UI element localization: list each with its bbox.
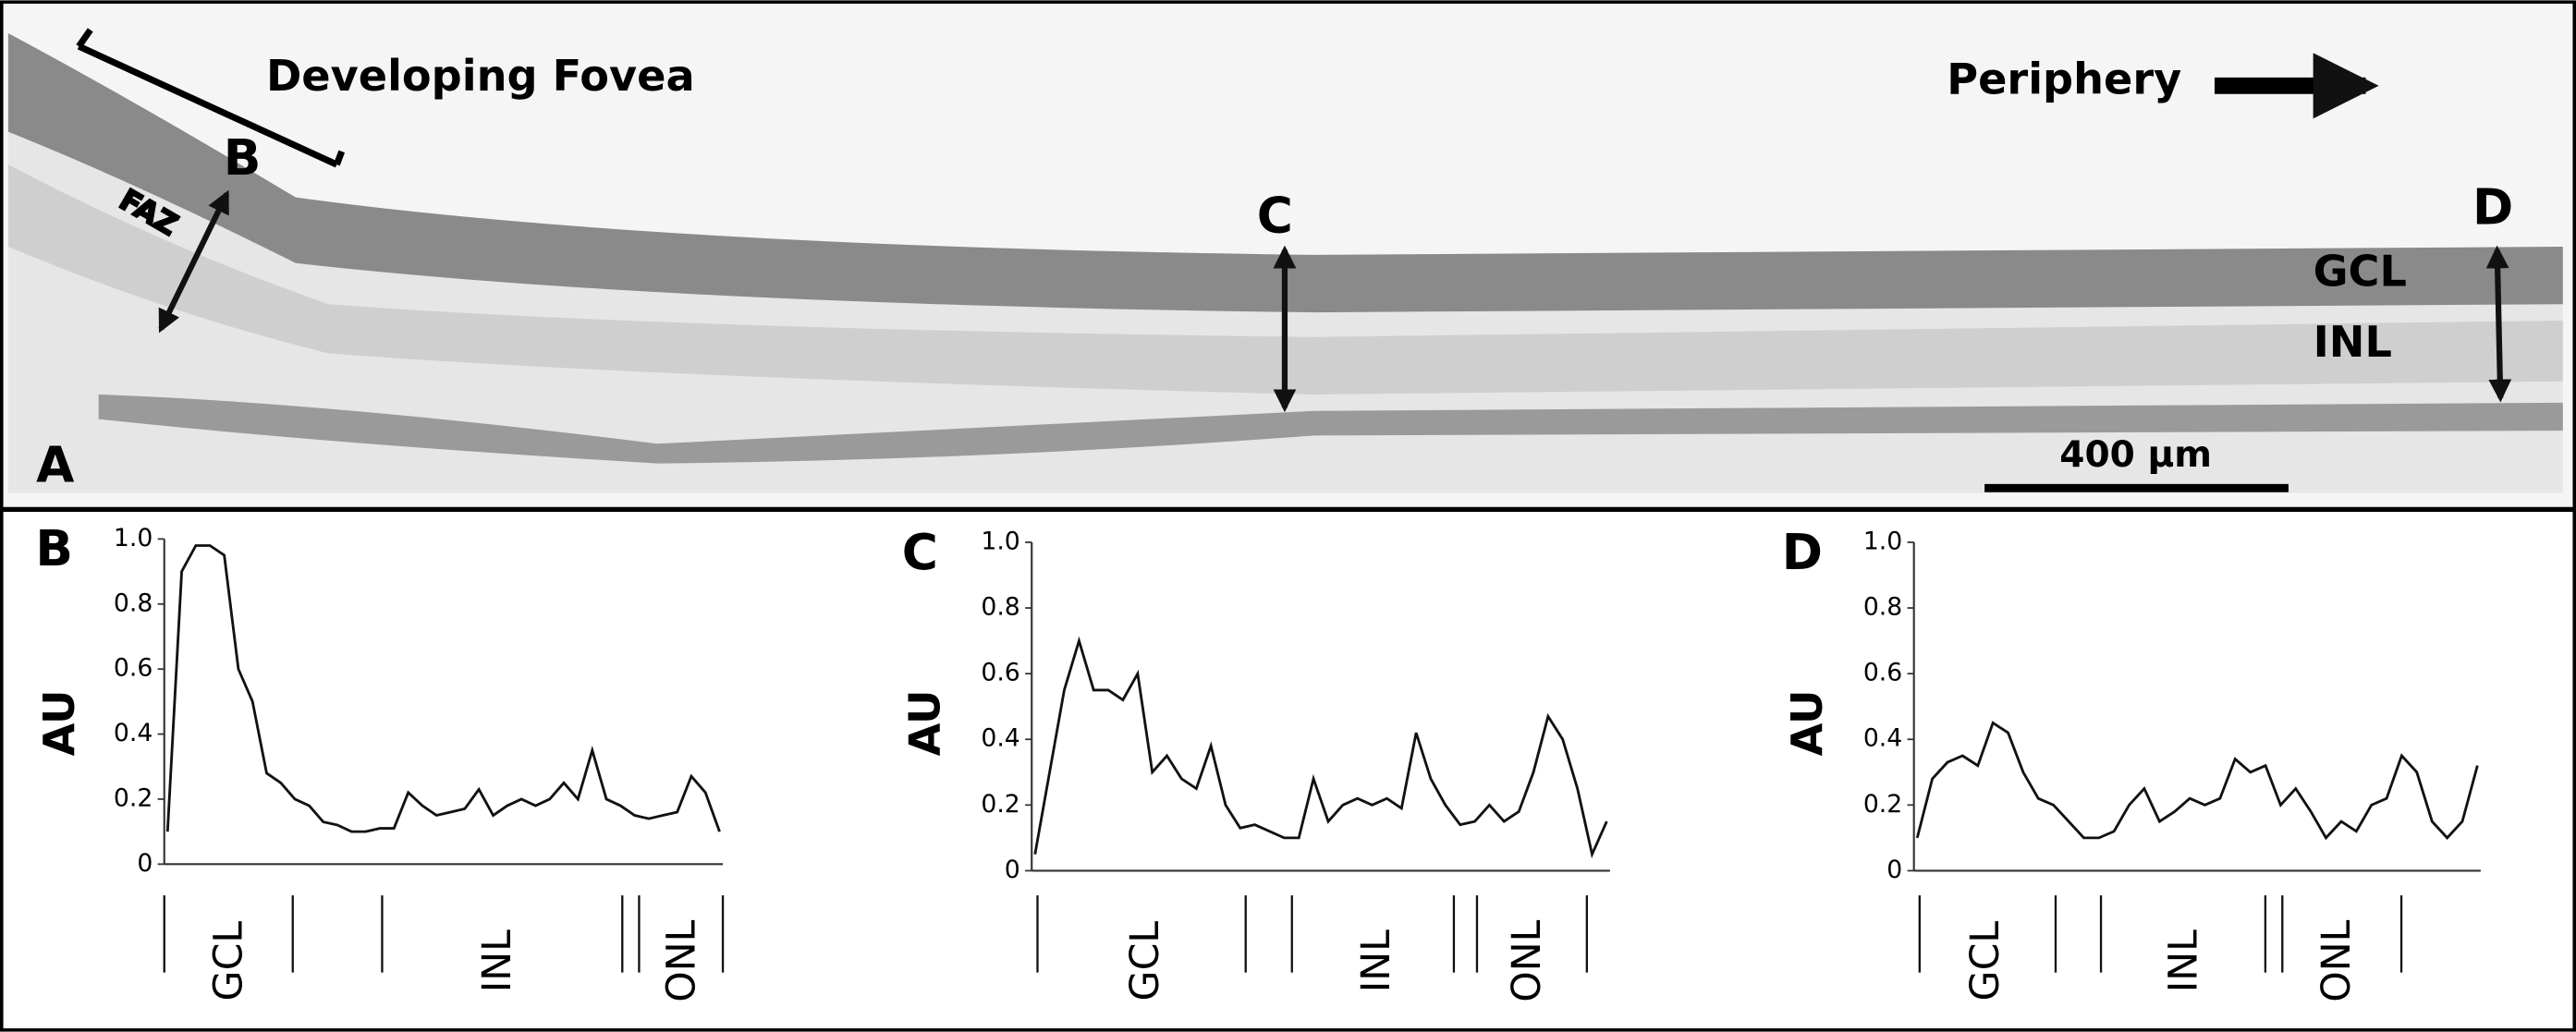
inl-band — [7, 164, 2563, 395]
layer-label: GCL — [1122, 921, 1168, 1002]
layer-label: INL — [2314, 317, 2392, 367]
y-tick-label: 0 — [1005, 856, 1020, 884]
y-tick-label: 0 — [1886, 856, 1902, 884]
data-line — [165, 544, 721, 833]
layer-label: GCL — [2314, 247, 2407, 297]
marker-label: D — [2472, 179, 2513, 237]
marker-label: C — [1257, 187, 1293, 244]
bracket-ends — [76, 28, 346, 166]
panel-label: B — [35, 520, 73, 577]
scale-label: 400 µm — [2059, 434, 2212, 476]
panel-label: A — [36, 437, 74, 494]
y-tick-label: 0.8 — [981, 593, 1019, 622]
layer-label: ONL — [658, 919, 704, 1002]
data-line — [1915, 721, 2479, 841]
title: Developing Fovea — [266, 51, 695, 101]
y-axis-title: AU — [34, 690, 84, 757]
layer-label: INL — [474, 929, 520, 992]
y-tick-label: 1.0 — [981, 527, 1019, 555]
y-tick-label: 0 — [137, 849, 153, 878]
bracket — [77, 42, 338, 168]
y-tick-label: 1.0 — [1863, 527, 1902, 555]
y-tick-label: 1.0 — [114, 524, 153, 552]
layer-label: INL — [2161, 929, 2207, 992]
y-axis-title: AU — [1782, 690, 1832, 757]
panel-label: C — [902, 524, 938, 581]
y-axis-title: AU — [900, 690, 950, 757]
panel-label: D — [1782, 524, 1823, 581]
y-tick-label: 0.6 — [981, 659, 1019, 687]
micrograph: A Developing Fovea Periphery FAZ B C D G… — [1, 2, 2575, 508]
y-tick-label: 0.2 — [1863, 790, 1902, 819]
data-line — [1033, 636, 1608, 859]
y-tick-label: 0.4 — [114, 719, 153, 747]
outer-band — [98, 394, 2563, 464]
y-tick-label: 0.2 — [114, 783, 153, 812]
layer-label: ONL — [1504, 919, 1550, 1002]
arrow-b — [158, 189, 230, 334]
y-tick-label: 0.8 — [1863, 593, 1902, 622]
y-tick-label: 0.6 — [1863, 659, 1902, 687]
layer-label: GCL — [206, 921, 252, 1002]
layer-label: INL — [1353, 929, 1399, 992]
gcl-band — [7, 32, 2563, 313]
y-tick-label: 0.4 — [981, 724, 1019, 753]
y-tick-label: 0.6 — [114, 654, 153, 683]
y-tick-label: 0.2 — [981, 790, 1019, 819]
arrow-d — [2485, 245, 2512, 403]
marker-label: B — [224, 129, 262, 187]
layer-label: ONL — [2314, 919, 2360, 1002]
direction: Periphery — [1947, 55, 2181, 104]
y-tick-label: 0.4 — [1863, 724, 1902, 753]
layer-label: GCL — [1962, 921, 2008, 1002]
y-tick-label: 0.8 — [114, 589, 153, 617]
